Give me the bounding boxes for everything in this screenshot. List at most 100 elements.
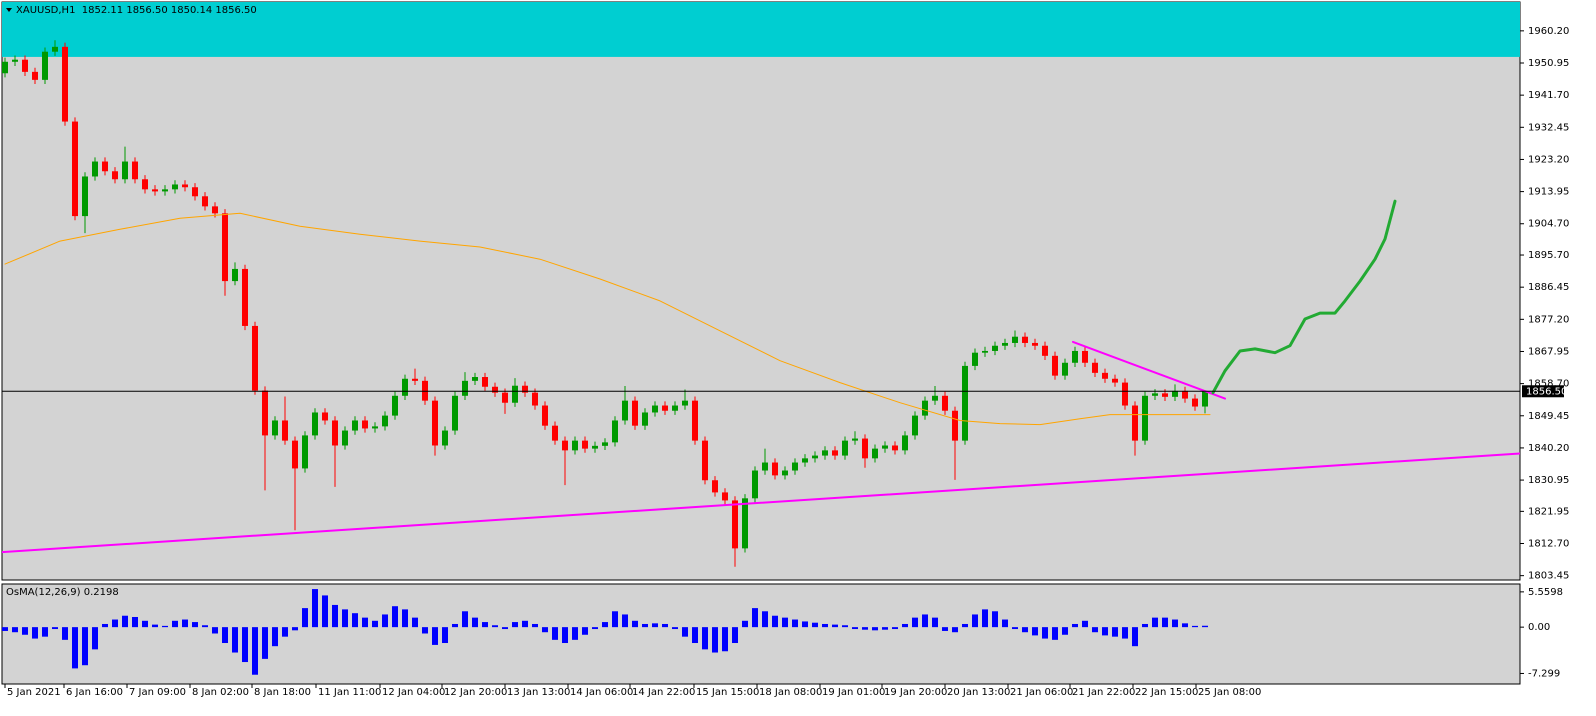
candle-body bbox=[642, 412, 648, 426]
candle-body bbox=[772, 462, 778, 476]
candle-body bbox=[362, 420, 368, 429]
line-series bbox=[1072, 340, 1226, 400]
candle-body bbox=[382, 415, 388, 427]
histogram-bar bbox=[432, 627, 438, 645]
histogram-bar bbox=[2, 627, 8, 631]
histogram-bar bbox=[712, 627, 718, 653]
histogram-bar bbox=[1102, 627, 1108, 636]
candle-body bbox=[1122, 382, 1128, 406]
histogram-bar bbox=[782, 617, 788, 628]
y-tick-label: 1877.20 bbox=[1528, 314, 1569, 325]
candle-body bbox=[782, 470, 788, 476]
candle-body bbox=[352, 420, 358, 431]
histogram-bar bbox=[122, 615, 128, 628]
histogram-bar bbox=[512, 622, 518, 628]
candle-body bbox=[442, 430, 448, 446]
histogram-bar bbox=[92, 627, 98, 650]
histogram-bar bbox=[752, 608, 758, 628]
histogram-bar bbox=[562, 627, 568, 644]
histogram-bar bbox=[452, 623, 458, 628]
histogram-bar bbox=[482, 622, 488, 628]
candle-body bbox=[242, 268, 248, 326]
y-tick-label: 1923.20 bbox=[1528, 154, 1569, 165]
candle-body bbox=[502, 392, 508, 403]
y-tick-label: -7.299 bbox=[1528, 668, 1560, 679]
histogram-bar bbox=[12, 627, 18, 633]
histogram-bar bbox=[102, 623, 108, 628]
histogram-bar bbox=[352, 613, 358, 628]
histogram-bar bbox=[252, 627, 258, 675]
x-tick-label: 14 Jan 06:00 bbox=[570, 687, 633, 698]
osma-plot bbox=[2, 589, 1208, 675]
histogram-bar bbox=[632, 620, 638, 628]
candle-body bbox=[112, 171, 118, 180]
candle-body bbox=[2, 61, 8, 74]
candle-body bbox=[122, 161, 128, 180]
histogram-bar bbox=[692, 627, 698, 644]
candle-body bbox=[1132, 405, 1138, 441]
histogram-bar bbox=[232, 627, 238, 653]
histogram-bar bbox=[382, 614, 388, 628]
x-tick-label: 13 Jan 13:00 bbox=[507, 687, 570, 698]
histogram-bar bbox=[262, 627, 268, 659]
histogram-bar bbox=[1012, 627, 1018, 630]
candle-body bbox=[602, 442, 608, 446]
candle-body bbox=[712, 480, 718, 493]
candle-body bbox=[1172, 390, 1178, 397]
histogram-bar bbox=[1132, 627, 1138, 647]
y-tick-label: 1895.70 bbox=[1528, 250, 1569, 261]
candle-body bbox=[52, 46, 58, 52]
histogram-bar bbox=[612, 611, 618, 628]
histogram-bar bbox=[962, 623, 968, 628]
candle-body bbox=[1012, 336, 1018, 343]
candle-body bbox=[392, 395, 398, 416]
histogram-bar bbox=[1002, 619, 1008, 628]
x-tick-label: 18 Jan 08:00 bbox=[759, 687, 822, 698]
candle-body bbox=[1092, 362, 1098, 373]
y-tick-label: 1904.70 bbox=[1528, 219, 1569, 230]
histogram-bar bbox=[52, 627, 58, 630]
candle-body bbox=[682, 400, 688, 406]
candle-body bbox=[492, 386, 498, 393]
candle-body bbox=[552, 425, 558, 441]
candle-body bbox=[1152, 393, 1158, 396]
candle-body bbox=[662, 405, 668, 411]
candle-body bbox=[792, 462, 798, 471]
histogram-bar bbox=[1152, 617, 1158, 628]
header: XAUUSD,H1 1852.11 1856.50 1850.14 1856.5… bbox=[6, 5, 257, 16]
candle-body bbox=[572, 440, 578, 451]
candle-body bbox=[212, 206, 218, 214]
histogram-bar bbox=[592, 627, 598, 630]
candle-body bbox=[882, 445, 888, 449]
histogram-bar bbox=[312, 589, 318, 628]
main-plot bbox=[2, 2, 1520, 567]
candle-body bbox=[312, 412, 318, 436]
histogram-bar bbox=[622, 614, 628, 628]
candle-body bbox=[692, 400, 698, 441]
histogram-bar bbox=[642, 623, 648, 628]
histogram-bar bbox=[1182, 623, 1188, 628]
candle-body bbox=[132, 161, 138, 180]
line-series bbox=[2, 452, 1520, 554]
histogram-bar bbox=[182, 619, 188, 628]
candle-body bbox=[462, 380, 468, 396]
histogram-bar bbox=[392, 606, 398, 628]
histogram-bar bbox=[652, 623, 658, 628]
x-tick-label: 21 Jan 22:00 bbox=[1072, 687, 1135, 698]
histogram-bar bbox=[292, 627, 298, 631]
candle-body bbox=[12, 59, 18, 62]
y-tick-label: 5.5598 bbox=[1528, 587, 1563, 598]
histogram-bar bbox=[742, 620, 748, 628]
x-tick-label: 22 Jan 15:00 bbox=[1135, 687, 1198, 698]
x-tick-label: 14 Jan 22:00 bbox=[632, 687, 695, 698]
candle-body bbox=[652, 405, 658, 413]
candle-body bbox=[32, 71, 38, 80]
candle-body bbox=[952, 410, 958, 441]
histogram-bar bbox=[762, 611, 768, 628]
histogram-bar bbox=[1042, 627, 1048, 639]
histogram-bar bbox=[462, 611, 468, 628]
candle-body bbox=[162, 189, 168, 192]
x-tick-label: 12 Jan 04:00 bbox=[382, 687, 445, 698]
candle-body bbox=[322, 412, 328, 421]
menu-arrow[interactable] bbox=[6, 8, 12, 12]
